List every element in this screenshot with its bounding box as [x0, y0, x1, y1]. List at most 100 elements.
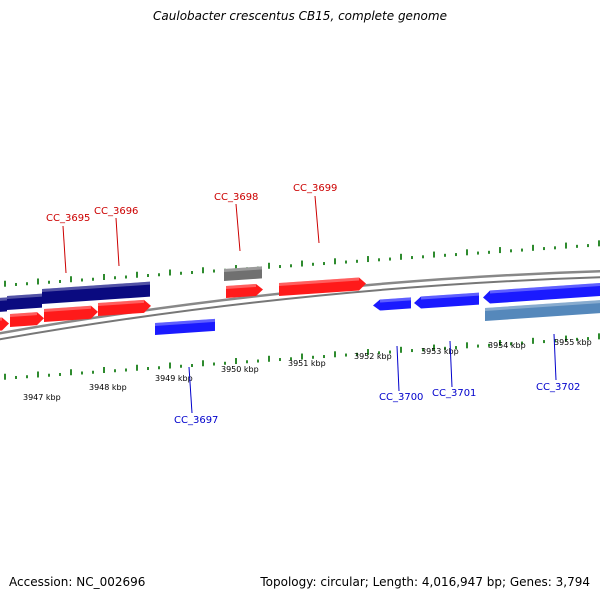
scale-tick	[433, 251, 435, 258]
scale-tick	[554, 339, 556, 343]
scale-tick	[48, 280, 50, 284]
gene-label-cc-3699[interactable]: CC_3699	[293, 183, 337, 244]
scale-tick	[477, 251, 479, 255]
gene-label-cc-3698[interactable]: CC_3698	[214, 192, 258, 252]
scale-tick	[147, 367, 149, 371]
map-title: Caulobacter crescentus CB15, complete ge…	[153, 9, 447, 23]
scale-tick	[345, 260, 347, 264]
scale-tick	[389, 257, 391, 261]
scale-tick	[422, 348, 424, 352]
scale-tick	[411, 256, 413, 260]
svg-text:CC_3701: CC_3701	[432, 388, 476, 399]
svg-text:CC_3699: CC_3699	[293, 183, 337, 194]
gene-dark-1[interactable]	[0, 297, 7, 312]
gene-steel[interactable]	[485, 300, 600, 321]
scale-label: 3948 kbp	[89, 383, 127, 392]
scale-tick	[81, 371, 83, 375]
gene-label-cc-3697[interactable]: CC_3697	[174, 366, 218, 426]
scale-tick	[444, 253, 446, 257]
scale-tick	[323, 355, 325, 359]
gene-dark-2[interactable]	[7, 293, 42, 310]
scale-tick	[510, 249, 512, 253]
scale-tick	[268, 262, 270, 269]
scale-tick	[4, 373, 6, 380]
scale-tick	[532, 244, 534, 251]
gene-label-cc-3702[interactable]: CC_3702	[536, 333, 580, 393]
gene-reverse-cc3697[interactable]	[155, 318, 215, 335]
svg-text:CC_3700: CC_3700	[379, 392, 423, 403]
scale-tick	[290, 264, 292, 268]
scale-tick	[191, 364, 193, 368]
scale-label: 3953 kbp	[421, 347, 459, 356]
scale-tick	[92, 370, 94, 374]
scale-tick	[312, 262, 314, 266]
lower-tick-track	[4, 333, 600, 380]
scale-tick	[15, 282, 17, 286]
gene-label-cc-3700[interactable]: CC_3700	[379, 345, 423, 403]
scale-tick	[554, 246, 556, 250]
gene-reverse-cc3702[interactable]	[483, 283, 600, 304]
svg-text:CC_3696: CC_3696	[94, 206, 138, 217]
scale-tick	[125, 368, 127, 372]
scale-tick	[499, 247, 501, 254]
scale-tick	[70, 276, 72, 283]
scale-tick	[345, 353, 347, 357]
scale-tick	[367, 349, 369, 356]
gene-dark-3[interactable]	[42, 281, 150, 304]
scale-tick	[422, 255, 424, 259]
scale-tick	[356, 352, 358, 356]
scale-tick	[334, 351, 336, 358]
scale-tick	[180, 364, 182, 368]
svg-text:CC_3702: CC_3702	[536, 382, 580, 393]
scale-label: 3952 kbp	[354, 352, 392, 361]
scale-label: 3955 kbp	[554, 338, 592, 347]
scale-tick	[587, 337, 589, 341]
scale-tick	[565, 335, 567, 342]
scale-tick	[191, 271, 193, 275]
gene-label-cc-3695[interactable]: CC_3695	[46, 213, 90, 274]
scale-tick	[290, 357, 292, 361]
scale-tick	[26, 375, 28, 379]
scale-tick	[576, 244, 578, 248]
scale-tick	[499, 340, 501, 347]
scale-tick	[125, 275, 127, 279]
scale-tick	[477, 344, 479, 348]
scale-tick	[389, 350, 391, 354]
backbone-inner	[0, 276, 600, 341]
gene-reverse-cc3701[interactable]	[414, 292, 479, 309]
accession-text: Accession: NC_002696	[9, 575, 146, 589]
gene-label-cc-3701[interactable]: CC_3701	[432, 340, 476, 399]
gene-forward-2[interactable]	[10, 312, 44, 327]
scale-label: 3951 kbp	[288, 359, 326, 368]
gene-forward-cc3699[interactable]	[279, 277, 366, 296]
scale-tick	[543, 247, 545, 251]
gene-reverse-cc3700[interactable]	[373, 297, 411, 311]
scale-tick	[169, 362, 171, 369]
gene-forward-4[interactable]	[98, 299, 151, 316]
scale-label: 3954 kbp	[488, 341, 526, 350]
gene-grey[interactable]	[224, 266, 262, 281]
scale-tick	[224, 361, 226, 365]
gene-forward-3[interactable]	[44, 305, 98, 322]
scale-tick	[136, 364, 138, 371]
scale-tick	[114, 369, 116, 373]
scale-label: 3950 kbp	[221, 365, 259, 374]
gene-forward-1[interactable]	[0, 317, 9, 331]
scale-tick	[598, 333, 600, 340]
scale-tick	[92, 277, 94, 281]
scale-tick	[466, 249, 468, 256]
scale-tick	[521, 341, 523, 345]
scale-tick	[455, 253, 457, 257]
scale-tick	[169, 269, 171, 276]
scale-tick	[411, 349, 413, 353]
scale-tick	[598, 240, 600, 247]
scale-tick	[543, 340, 545, 344]
upper-tick-track	[4, 240, 600, 287]
scale-tick	[565, 242, 567, 249]
genome-stats-text: Topology: circular; Length: 4,016,947 bp…	[260, 575, 590, 589]
scale-tick	[15, 375, 17, 379]
scale-label: 3949 kbp	[155, 374, 193, 383]
scale-tick	[59, 372, 61, 376]
gene-label-cc-3696[interactable]: CC_3696	[94, 206, 138, 267]
gene-forward-cc3698[interactable]	[226, 283, 263, 298]
